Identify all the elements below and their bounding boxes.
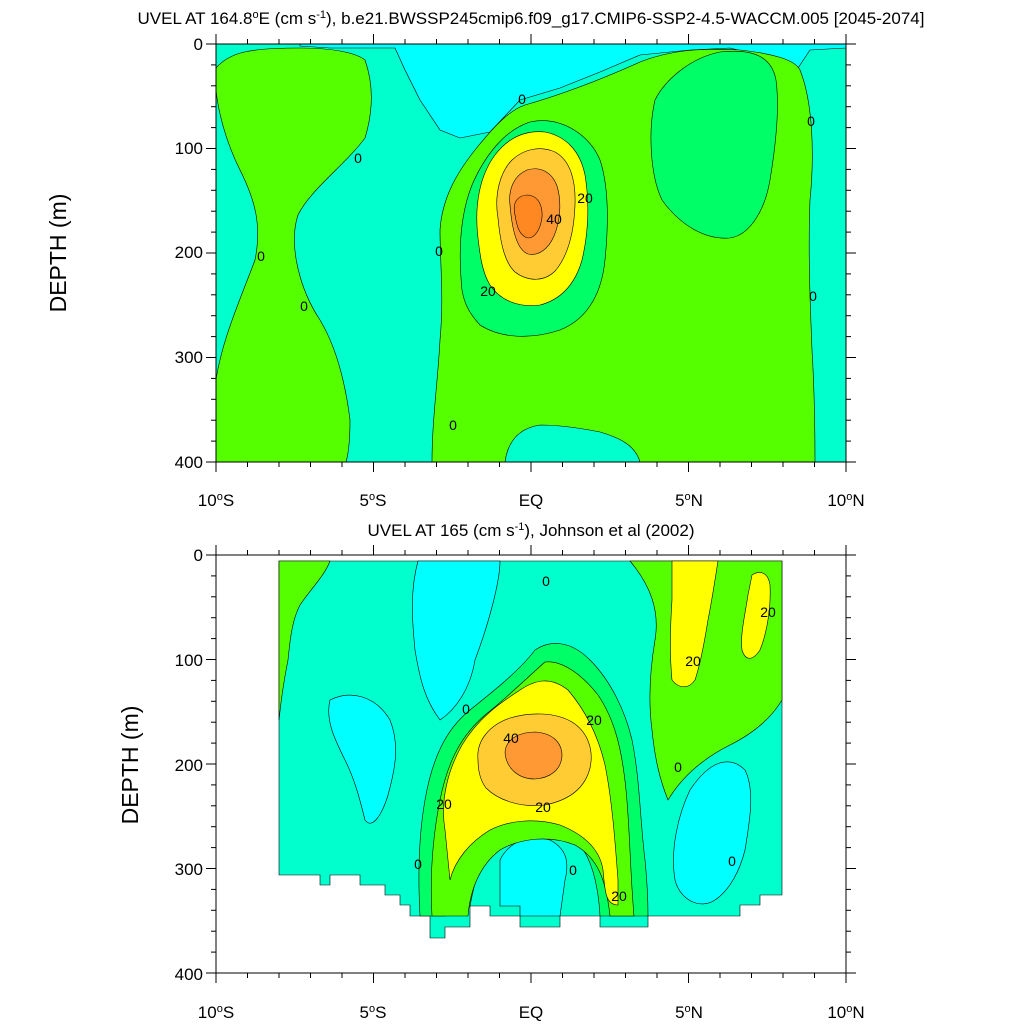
p2-fill-green-west bbox=[278, 560, 331, 721]
panel2-contours bbox=[278, 560, 783, 939]
p2-fill-yellow-ne2 bbox=[741, 572, 771, 659]
p2-clabel: 0 bbox=[674, 759, 682, 775]
p1-clabel: 0 bbox=[518, 91, 526, 107]
panel1-title: UVEL AT 164.8oE (cm s-1), b.e21.BWSSP245… bbox=[138, 9, 925, 28]
panel2-contour-labels: 0 0 0 0 0 0 20 20 20 20 20 20 40 bbox=[414, 573, 776, 904]
p1-fill-cyan-surface bbox=[299, 44, 846, 139]
p1-ytick: 0 bbox=[194, 35, 203, 54]
p2-fill-orange bbox=[504, 731, 563, 780]
p2-ytick: 0 bbox=[194, 546, 203, 565]
p2-ytick: 100 bbox=[175, 651, 203, 670]
panel2-axes bbox=[206, 545, 856, 983]
p1-xtick: 5oS bbox=[360, 491, 387, 510]
p1-xtick: EQ bbox=[519, 491, 544, 510]
p1-xtick: 10oS bbox=[198, 491, 234, 510]
p2-ytick: 400 bbox=[175, 965, 203, 984]
p1-ytick: 300 bbox=[175, 348, 203, 367]
p2-clabel: 20 bbox=[586, 712, 602, 728]
panel1-ytick-labels: 0 100 200 300 400 bbox=[175, 35, 203, 472]
p2-clabel: 20 bbox=[760, 604, 776, 620]
p2-xtick: 5oS bbox=[360, 1003, 387, 1022]
p1-ytick: 400 bbox=[175, 453, 203, 472]
panel2-ylabel: DEPTH (m) bbox=[117, 706, 143, 825]
p2-xtick: EQ bbox=[519, 1003, 544, 1022]
p2-clabel: 0 bbox=[462, 701, 470, 717]
p1-clabel: 20 bbox=[480, 283, 496, 299]
p1-clabel: 0 bbox=[435, 243, 443, 259]
p1-fill-lightgreen-ne bbox=[650, 50, 778, 239]
p2-clabel: 40 bbox=[503, 730, 519, 746]
p2-fill-cyan-sw bbox=[328, 694, 396, 824]
p2-clabel: 0 bbox=[414, 856, 422, 872]
p1-xtick: 10oN bbox=[827, 491, 864, 510]
panel1-contour-labels: 0 0 0 0 0 0 0 0 20 20 40 bbox=[257, 91, 817, 433]
p2-clabel: 20 bbox=[685, 653, 701, 669]
p2-xtick: 5oN bbox=[675, 1003, 703, 1022]
p2-fill-cyan bbox=[412, 560, 501, 721]
p1-clabel: 0 bbox=[809, 288, 817, 304]
p1-clabel: 0 bbox=[300, 298, 308, 314]
p1-clabel: 20 bbox=[577, 190, 593, 206]
p1-xtick: 5oN bbox=[675, 491, 703, 510]
p1-ytick: 200 bbox=[175, 243, 203, 262]
p2-clabel: 0 bbox=[569, 862, 577, 878]
p2-clabel: 20 bbox=[436, 796, 452, 812]
p2-clabel: 0 bbox=[542, 573, 550, 589]
panel1-ticks bbox=[206, 34, 856, 472]
panel1-ylabel: DEPTH (m) bbox=[45, 194, 71, 313]
panel1-xtick-labels: 10oS 5oS EQ 5oN 10oN bbox=[198, 491, 865, 510]
panel2-ytick-labels: 0 100 200 300 400 bbox=[175, 546, 203, 984]
p1-fill-darkorange bbox=[513, 194, 543, 239]
panel1-contours bbox=[216, 44, 846, 462]
p1-clabel: 40 bbox=[546, 211, 562, 227]
panel2-xtick-labels: 10oS 5oS EQ 5oN 10oN bbox=[198, 1003, 865, 1022]
p1-clabel: 0 bbox=[807, 113, 815, 129]
p2-fill-yellow-ne bbox=[670, 560, 719, 688]
p2-fill-cyan-mid bbox=[499, 837, 568, 917]
p1-ytick: 100 bbox=[175, 139, 203, 158]
p2-ytick: 300 bbox=[175, 860, 203, 879]
p2-clabel: 20 bbox=[611, 888, 627, 904]
p1-clabel: 0 bbox=[449, 417, 457, 433]
panel2-title: UVEL AT 165 (cm s-1), Johnson et al (200… bbox=[368, 521, 695, 540]
p2-xtick: 10oN bbox=[827, 1003, 864, 1022]
p2-ytick: 200 bbox=[175, 756, 203, 775]
panel1-axes bbox=[206, 34, 856, 472]
panel2-ticks bbox=[206, 545, 856, 983]
p1-clabel: 0 bbox=[257, 248, 265, 264]
p2-xtick: 10oS bbox=[198, 1003, 234, 1022]
p2-fill-cyan-se bbox=[673, 761, 752, 905]
p2-clabel: 0 bbox=[728, 853, 736, 869]
p1-fill-green-south bbox=[216, 47, 372, 462]
p1-clabel: 0 bbox=[354, 150, 362, 166]
p2-clabel: 20 bbox=[535, 799, 551, 815]
